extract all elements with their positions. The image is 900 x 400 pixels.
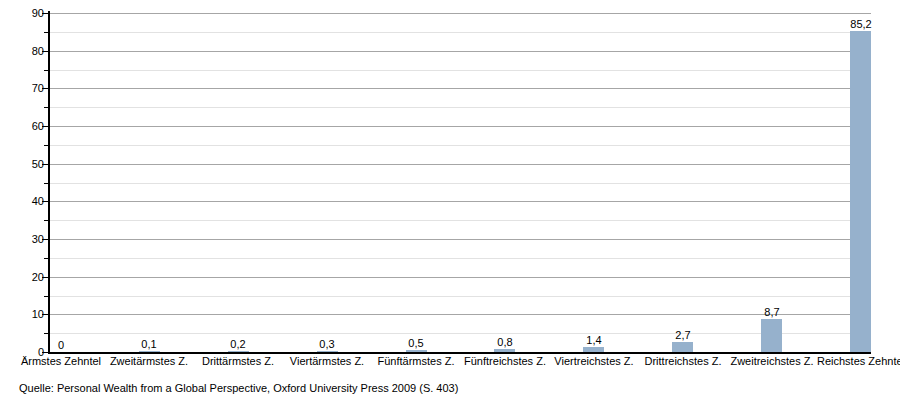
category-label: Zweitärmstes Z. bbox=[99, 355, 199, 367]
category-label: Reichstes Zehntel bbox=[811, 355, 900, 367]
bar-value-label: 8,7 bbox=[737, 306, 807, 318]
y-tick-label: 80 bbox=[2, 45, 44, 57]
y-axis-minor-tick bbox=[44, 183, 48, 184]
category-label: Fünftreichstes Z. bbox=[455, 355, 555, 367]
y-tick-label: 60 bbox=[2, 120, 44, 132]
bar-value-label: 1,4 bbox=[559, 334, 629, 346]
major-gridline bbox=[50, 164, 871, 165]
minor-gridline bbox=[50, 32, 871, 33]
bar bbox=[850, 31, 871, 352]
x-axis-line bbox=[48, 352, 871, 354]
y-tick-label: 10 bbox=[2, 308, 44, 320]
major-gridline bbox=[50, 88, 871, 89]
y-axis-line bbox=[48, 11, 50, 354]
bar bbox=[761, 319, 782, 352]
category-label: Drittärmstes Z. bbox=[188, 355, 288, 367]
bar-value-label: 0,2 bbox=[203, 338, 273, 350]
y-tick-label: 0 bbox=[2, 346, 44, 358]
minor-gridline bbox=[50, 220, 871, 221]
major-gridline bbox=[50, 201, 871, 202]
y-axis-minor-tick bbox=[44, 70, 48, 71]
plot-area: 0Ärmstes Zehntel0,1Zweitärmstes Z.0,2Dri… bbox=[0, 0, 900, 400]
y-axis-minor-tick bbox=[44, 333, 48, 334]
category-label: Fünftärmstes Z. bbox=[366, 355, 466, 367]
source-note: Quelle: Personal Wealth from a Global Pe… bbox=[19, 382, 458, 395]
y-axis-minor-tick bbox=[44, 220, 48, 221]
bar-value-label: 0,5 bbox=[381, 337, 451, 349]
y-tick-label: 90 bbox=[2, 7, 44, 19]
y-axis-minor-tick bbox=[44, 258, 48, 259]
y-axis-minor-tick bbox=[44, 32, 48, 33]
minor-gridline bbox=[50, 70, 871, 71]
minor-gridline bbox=[50, 258, 871, 259]
bar-value-label: 0,8 bbox=[470, 336, 540, 348]
major-gridline bbox=[50, 126, 871, 127]
minor-gridline bbox=[50, 183, 871, 184]
y-tick-label: 50 bbox=[2, 158, 44, 170]
y-tick-label: 40 bbox=[2, 195, 44, 207]
wealth-distribution-bar-chart: 0Ärmstes Zehntel0,1Zweitärmstes Z.0,2Dri… bbox=[0, 0, 900, 400]
major-gridline bbox=[50, 13, 871, 14]
y-tick-label: 70 bbox=[2, 82, 44, 94]
bar-value-label: 85,2 bbox=[826, 18, 896, 30]
bar-value-label: 2,7 bbox=[648, 329, 718, 341]
y-axis-minor-tick bbox=[44, 296, 48, 297]
bar-value-label: 0,1 bbox=[114, 338, 184, 350]
minor-gridline bbox=[50, 107, 871, 108]
minor-gridline bbox=[50, 333, 871, 334]
major-gridline bbox=[50, 51, 871, 52]
y-axis-minor-tick bbox=[44, 145, 48, 146]
category-label: Zweitreichstes Z. bbox=[722, 355, 822, 367]
y-tick-label: 20 bbox=[2, 271, 44, 283]
category-label: Viertärmstes Z. bbox=[277, 355, 377, 367]
major-gridline bbox=[50, 239, 871, 240]
category-label: Drittreichstes Z. bbox=[633, 355, 733, 367]
minor-gridline bbox=[50, 296, 871, 297]
bar bbox=[672, 342, 693, 352]
y-axis-minor-tick bbox=[44, 107, 48, 108]
bar-value-label: 0,3 bbox=[292, 338, 362, 350]
category-label: Viertreichstes Z. bbox=[544, 355, 644, 367]
major-gridline bbox=[50, 277, 871, 278]
minor-gridline bbox=[50, 145, 871, 146]
y-tick-label: 30 bbox=[2, 233, 44, 245]
